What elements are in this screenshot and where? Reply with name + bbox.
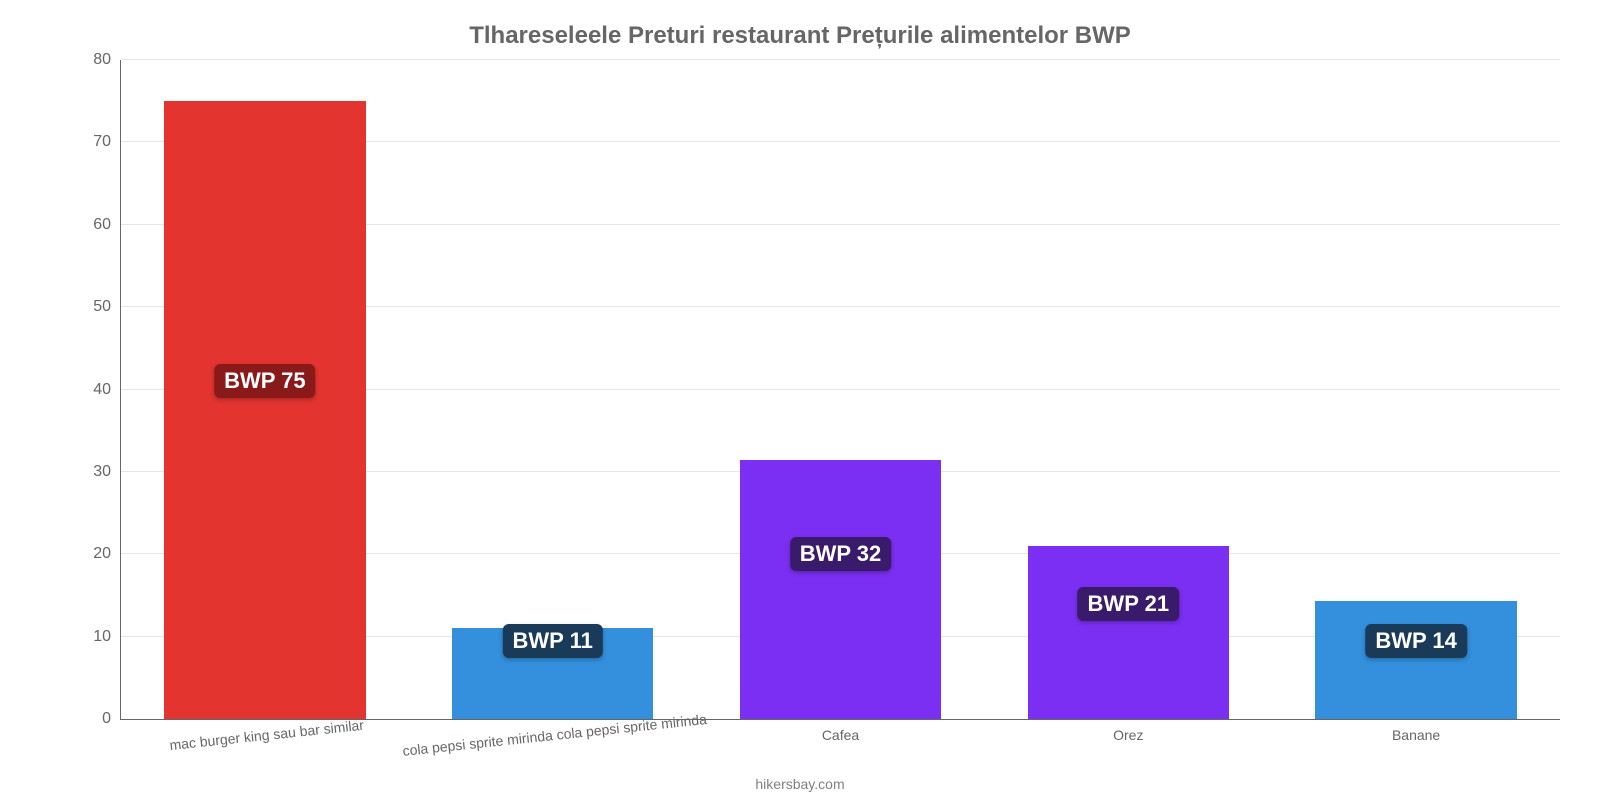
x-tick-label: Orez: [1113, 719, 1143, 743]
grid-line: [121, 59, 1560, 60]
y-tick-label: 80: [71, 51, 121, 69]
y-tick-label: 50: [71, 298, 121, 316]
bar: [1315, 601, 1516, 719]
attribution-text: hikersbay.com: [755, 776, 844, 792]
chart-container: Tlhareseleele Preturi restaurant Prețuri…: [0, 0, 1600, 800]
y-tick-label: 40: [71, 381, 121, 399]
y-tick-label: 20: [71, 545, 121, 563]
y-tick-label: 10: [71, 628, 121, 646]
x-tick-label: Cafea: [822, 719, 859, 743]
y-tick-label: 30: [71, 463, 121, 481]
bar: [164, 101, 365, 719]
bar: [1028, 546, 1229, 719]
y-tick-label: 60: [71, 216, 121, 234]
plot-area: 01020304050607080BWP 75mac burger king s…: [120, 60, 1560, 720]
bar-value-label: BWP 75: [214, 364, 316, 398]
bar-value-label: BWP 11: [503, 624, 603, 658]
bar-value-label: BWP 32: [790, 537, 892, 571]
x-tick-label: Banane: [1392, 719, 1440, 743]
chart-title: Tlhareseleele Preturi restaurant Prețuri…: [0, 0, 1600, 50]
y-tick-label: 0: [71, 710, 121, 728]
bar-value-label: BWP 14: [1365, 624, 1467, 658]
y-tick-label: 70: [71, 133, 121, 151]
bar: [740, 460, 941, 719]
bar-value-label: BWP 21: [1078, 587, 1180, 621]
